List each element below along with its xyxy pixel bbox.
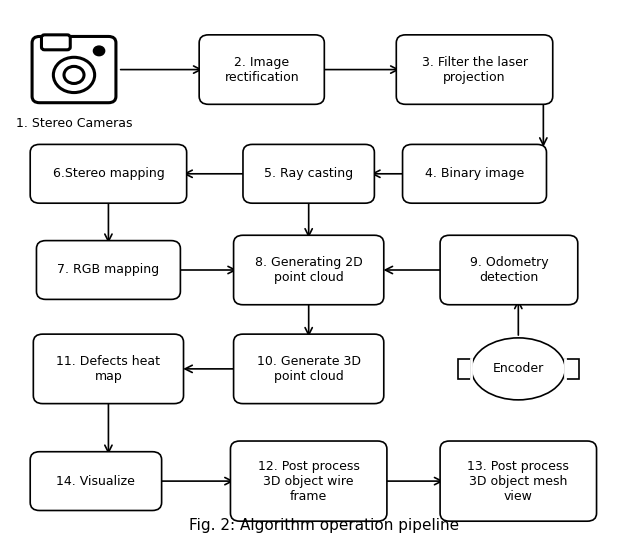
Text: 5. Ray casting: 5. Ray casting [264,167,353,180]
Text: 6.Stereo mapping: 6.Stereo mapping [52,167,164,180]
FancyBboxPatch shape [33,334,184,403]
Text: 2. Image
rectification: 2. Image rectification [225,56,299,84]
FancyBboxPatch shape [565,359,579,379]
Text: 10. Generate 3D
point cloud: 10. Generate 3D point cloud [257,355,361,383]
Text: 3. Filter the laser
projection: 3. Filter the laser projection [422,56,527,84]
Circle shape [64,66,84,84]
Text: 1. Stereo Cameras: 1. Stereo Cameras [16,117,132,130]
FancyBboxPatch shape [36,241,180,299]
FancyBboxPatch shape [230,441,387,521]
FancyBboxPatch shape [396,35,553,104]
Text: 11. Defects heat
map: 11. Defects heat map [56,355,161,383]
FancyBboxPatch shape [42,35,70,50]
FancyBboxPatch shape [403,144,547,203]
Text: 13. Post process
3D object mesh
view: 13. Post process 3D object mesh view [467,460,569,503]
FancyBboxPatch shape [440,235,578,305]
Circle shape [53,57,95,92]
Text: 4. Binary image: 4. Binary image [425,167,524,180]
Text: Fig. 2: Algorithm operation pipeline: Fig. 2: Algorithm operation pipeline [189,518,460,533]
Circle shape [93,46,105,56]
Text: 9. Odometry
detection: 9. Odometry detection [470,256,548,284]
Ellipse shape [472,338,565,400]
Text: Encoder: Encoder [493,362,544,375]
FancyBboxPatch shape [243,144,374,203]
FancyBboxPatch shape [234,334,384,403]
Text: 14. Visualize: 14. Visualize [56,475,135,488]
FancyBboxPatch shape [440,441,596,521]
FancyBboxPatch shape [234,235,384,305]
FancyBboxPatch shape [458,359,472,379]
FancyBboxPatch shape [30,144,187,203]
FancyBboxPatch shape [30,452,162,510]
Text: 8. Generating 2D
point cloud: 8. Generating 2D point cloud [255,256,362,284]
Text: 7. RGB mapping: 7. RGB mapping [58,264,159,276]
FancyBboxPatch shape [32,36,116,103]
FancyBboxPatch shape [199,35,324,104]
Text: 12. Post process
3D object wire
frame: 12. Post process 3D object wire frame [258,460,360,503]
